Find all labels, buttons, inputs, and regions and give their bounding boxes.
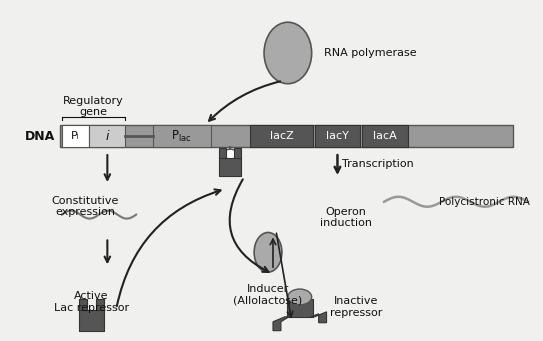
FancyBboxPatch shape bbox=[62, 125, 90, 147]
Ellipse shape bbox=[288, 289, 312, 305]
Ellipse shape bbox=[264, 22, 312, 84]
Text: lacA: lacA bbox=[373, 131, 397, 141]
Text: Regulatory
gene: Regulatory gene bbox=[63, 96, 124, 117]
Text: Polycistronic RNA: Polycistronic RNA bbox=[439, 197, 530, 207]
Ellipse shape bbox=[254, 233, 282, 272]
Polygon shape bbox=[273, 317, 289, 331]
FancyBboxPatch shape bbox=[96, 299, 104, 310]
Text: P$_\mathregular{lac}$: P$_\mathregular{lac}$ bbox=[172, 129, 192, 144]
Text: RNA polymerase: RNA polymerase bbox=[324, 48, 416, 58]
FancyBboxPatch shape bbox=[219, 148, 226, 158]
Text: Transcription: Transcription bbox=[343, 159, 414, 169]
FancyBboxPatch shape bbox=[219, 158, 241, 176]
FancyBboxPatch shape bbox=[314, 125, 360, 147]
Text: Inducer
(Allolactose): Inducer (Allolactose) bbox=[233, 284, 302, 306]
Text: DNA: DNA bbox=[24, 130, 55, 143]
Text: i: i bbox=[105, 130, 109, 143]
FancyBboxPatch shape bbox=[60, 125, 513, 147]
FancyBboxPatch shape bbox=[250, 125, 313, 147]
FancyBboxPatch shape bbox=[79, 310, 104, 331]
Text: Active
Lac repressor: Active Lac repressor bbox=[54, 291, 129, 313]
FancyBboxPatch shape bbox=[90, 125, 125, 147]
Text: Inactive
repressor: Inactive repressor bbox=[330, 296, 382, 318]
Text: lacZ: lacZ bbox=[269, 131, 293, 141]
FancyBboxPatch shape bbox=[235, 148, 241, 158]
FancyBboxPatch shape bbox=[362, 125, 408, 147]
Text: Operon
induction: Operon induction bbox=[320, 207, 371, 228]
FancyBboxPatch shape bbox=[79, 299, 87, 310]
Text: lacY: lacY bbox=[326, 131, 349, 141]
Text: Constitutive
expression: Constitutive expression bbox=[52, 196, 119, 218]
Polygon shape bbox=[311, 312, 326, 323]
FancyBboxPatch shape bbox=[287, 299, 313, 317]
Text: Pᵢ: Pᵢ bbox=[71, 131, 80, 141]
FancyBboxPatch shape bbox=[153, 125, 211, 147]
Ellipse shape bbox=[223, 149, 237, 159]
